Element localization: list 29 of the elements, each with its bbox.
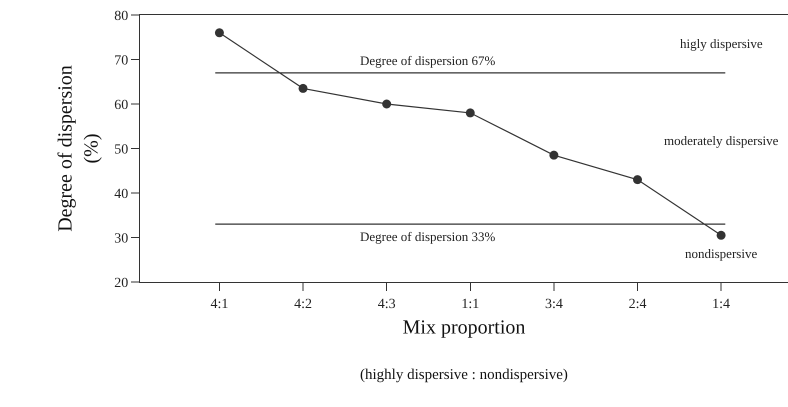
point — [466, 108, 475, 118]
x-tick-label: 1:4 — [712, 296, 730, 312]
ref-line-label: Degree of dispersion 33% — [360, 229, 496, 244]
y-tick-label: 20 — [114, 276, 128, 291]
y-tick-label: 30 — [114, 231, 128, 246]
y-tick-label: 50 — [114, 142, 128, 158]
point — [298, 84, 308, 93]
text: (highly dispersive : nondispersive) — [360, 367, 568, 383]
x-tick-label: 3:4 — [544, 296, 563, 312]
point — [214, 28, 224, 38]
x-tick-label: 4:1 — [210, 296, 228, 312]
point — [716, 230, 726, 240]
annotation: nondispersive — [685, 246, 758, 261]
x-tick-label: 2:4 — [628, 296, 646, 312]
y-tick-label: 80 — [114, 8, 128, 24]
ref-line-label: Degree of dispersion 67% — [360, 53, 496, 68]
x-tick-label: 4:3 — [378, 296, 396, 312]
point — [633, 175, 642, 184]
annotation: moderately dispersive — [664, 133, 779, 148]
x-axis-title: Mix proportion — [402, 316, 526, 338]
point — [549, 150, 558, 160]
y-tick-label: 40 — [114, 186, 128, 202]
x-tick-label: 1:1 — [461, 296, 480, 312]
y-axis-title: Degree of dispersion (%) — [54, 65, 103, 232]
annotation: higly dispersive — [680, 36, 763, 51]
y-tick-label: 70 — [114, 53, 128, 68]
y-tick-label: 60 — [114, 98, 128, 113]
x-tick-label: 4:2 — [294, 296, 312, 312]
point — [382, 100, 392, 108]
